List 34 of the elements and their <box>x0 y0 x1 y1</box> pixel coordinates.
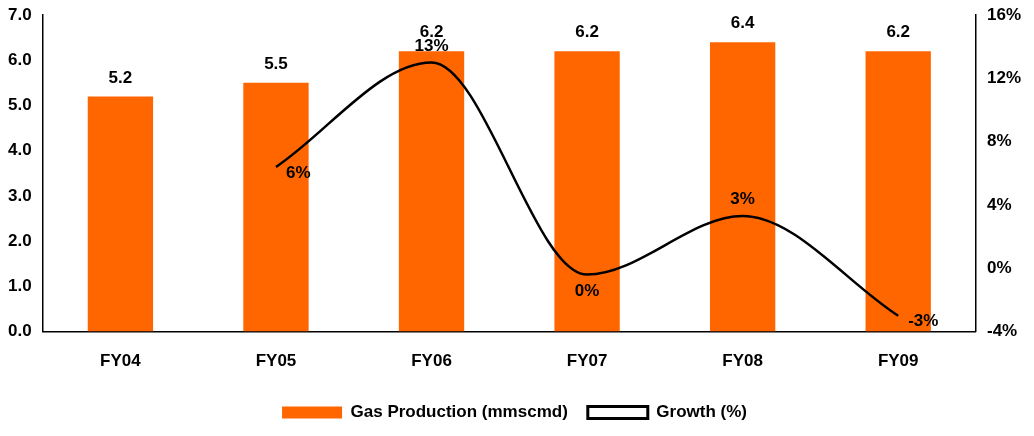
y-tick-label: 6.0 <box>7 49 32 69</box>
y2-tick-label: 8% <box>986 131 1012 151</box>
data-label: 0% <box>574 280 600 300</box>
x-tick-label: FY05 <box>255 351 297 371</box>
data-label: 6.2 <box>886 22 911 42</box>
y2-tick-label: 12% <box>986 68 1022 88</box>
y2-tick-label: 4% <box>986 194 1012 214</box>
bar <box>87 96 154 332</box>
data-label: 5.2 <box>108 67 133 87</box>
data-label: 5.5 <box>264 54 288 74</box>
bar <box>398 51 465 332</box>
y-tick-label: 0.0 <box>7 321 32 341</box>
bar <box>709 42 776 332</box>
x-tick-label: FY04 <box>100 351 142 371</box>
y-tick-label: 5.0 <box>7 95 32 115</box>
x-tick-label: FY08 <box>722 351 763 371</box>
y2-tick-label: -4% <box>986 321 1018 341</box>
data-label: 6.4 <box>730 13 755 33</box>
bar <box>554 51 620 332</box>
data-label: 6.2 <box>575 22 599 42</box>
y-tick-label: 7.0 <box>7 4 32 24</box>
y-tick-label: 3.0 <box>7 185 32 205</box>
y-tick-label: 2.0 <box>7 230 32 250</box>
x-tick-label: FY09 <box>877 351 919 371</box>
x-tick-label: FY07 <box>566 351 608 371</box>
y-tick-label: 1.0 <box>7 276 32 296</box>
y-tick-label: 4.0 <box>7 140 32 160</box>
legend-label: Gas Production (mmscmd) <box>350 402 568 422</box>
y2-tick-label: 0% <box>986 257 1012 277</box>
x-tick-label: FY06 <box>411 351 452 371</box>
bar <box>243 82 309 332</box>
y2-tick-label: 16% <box>986 4 1022 24</box>
data-label: 3% <box>730 189 755 209</box>
legend-label: Growth (%) <box>656 402 747 422</box>
